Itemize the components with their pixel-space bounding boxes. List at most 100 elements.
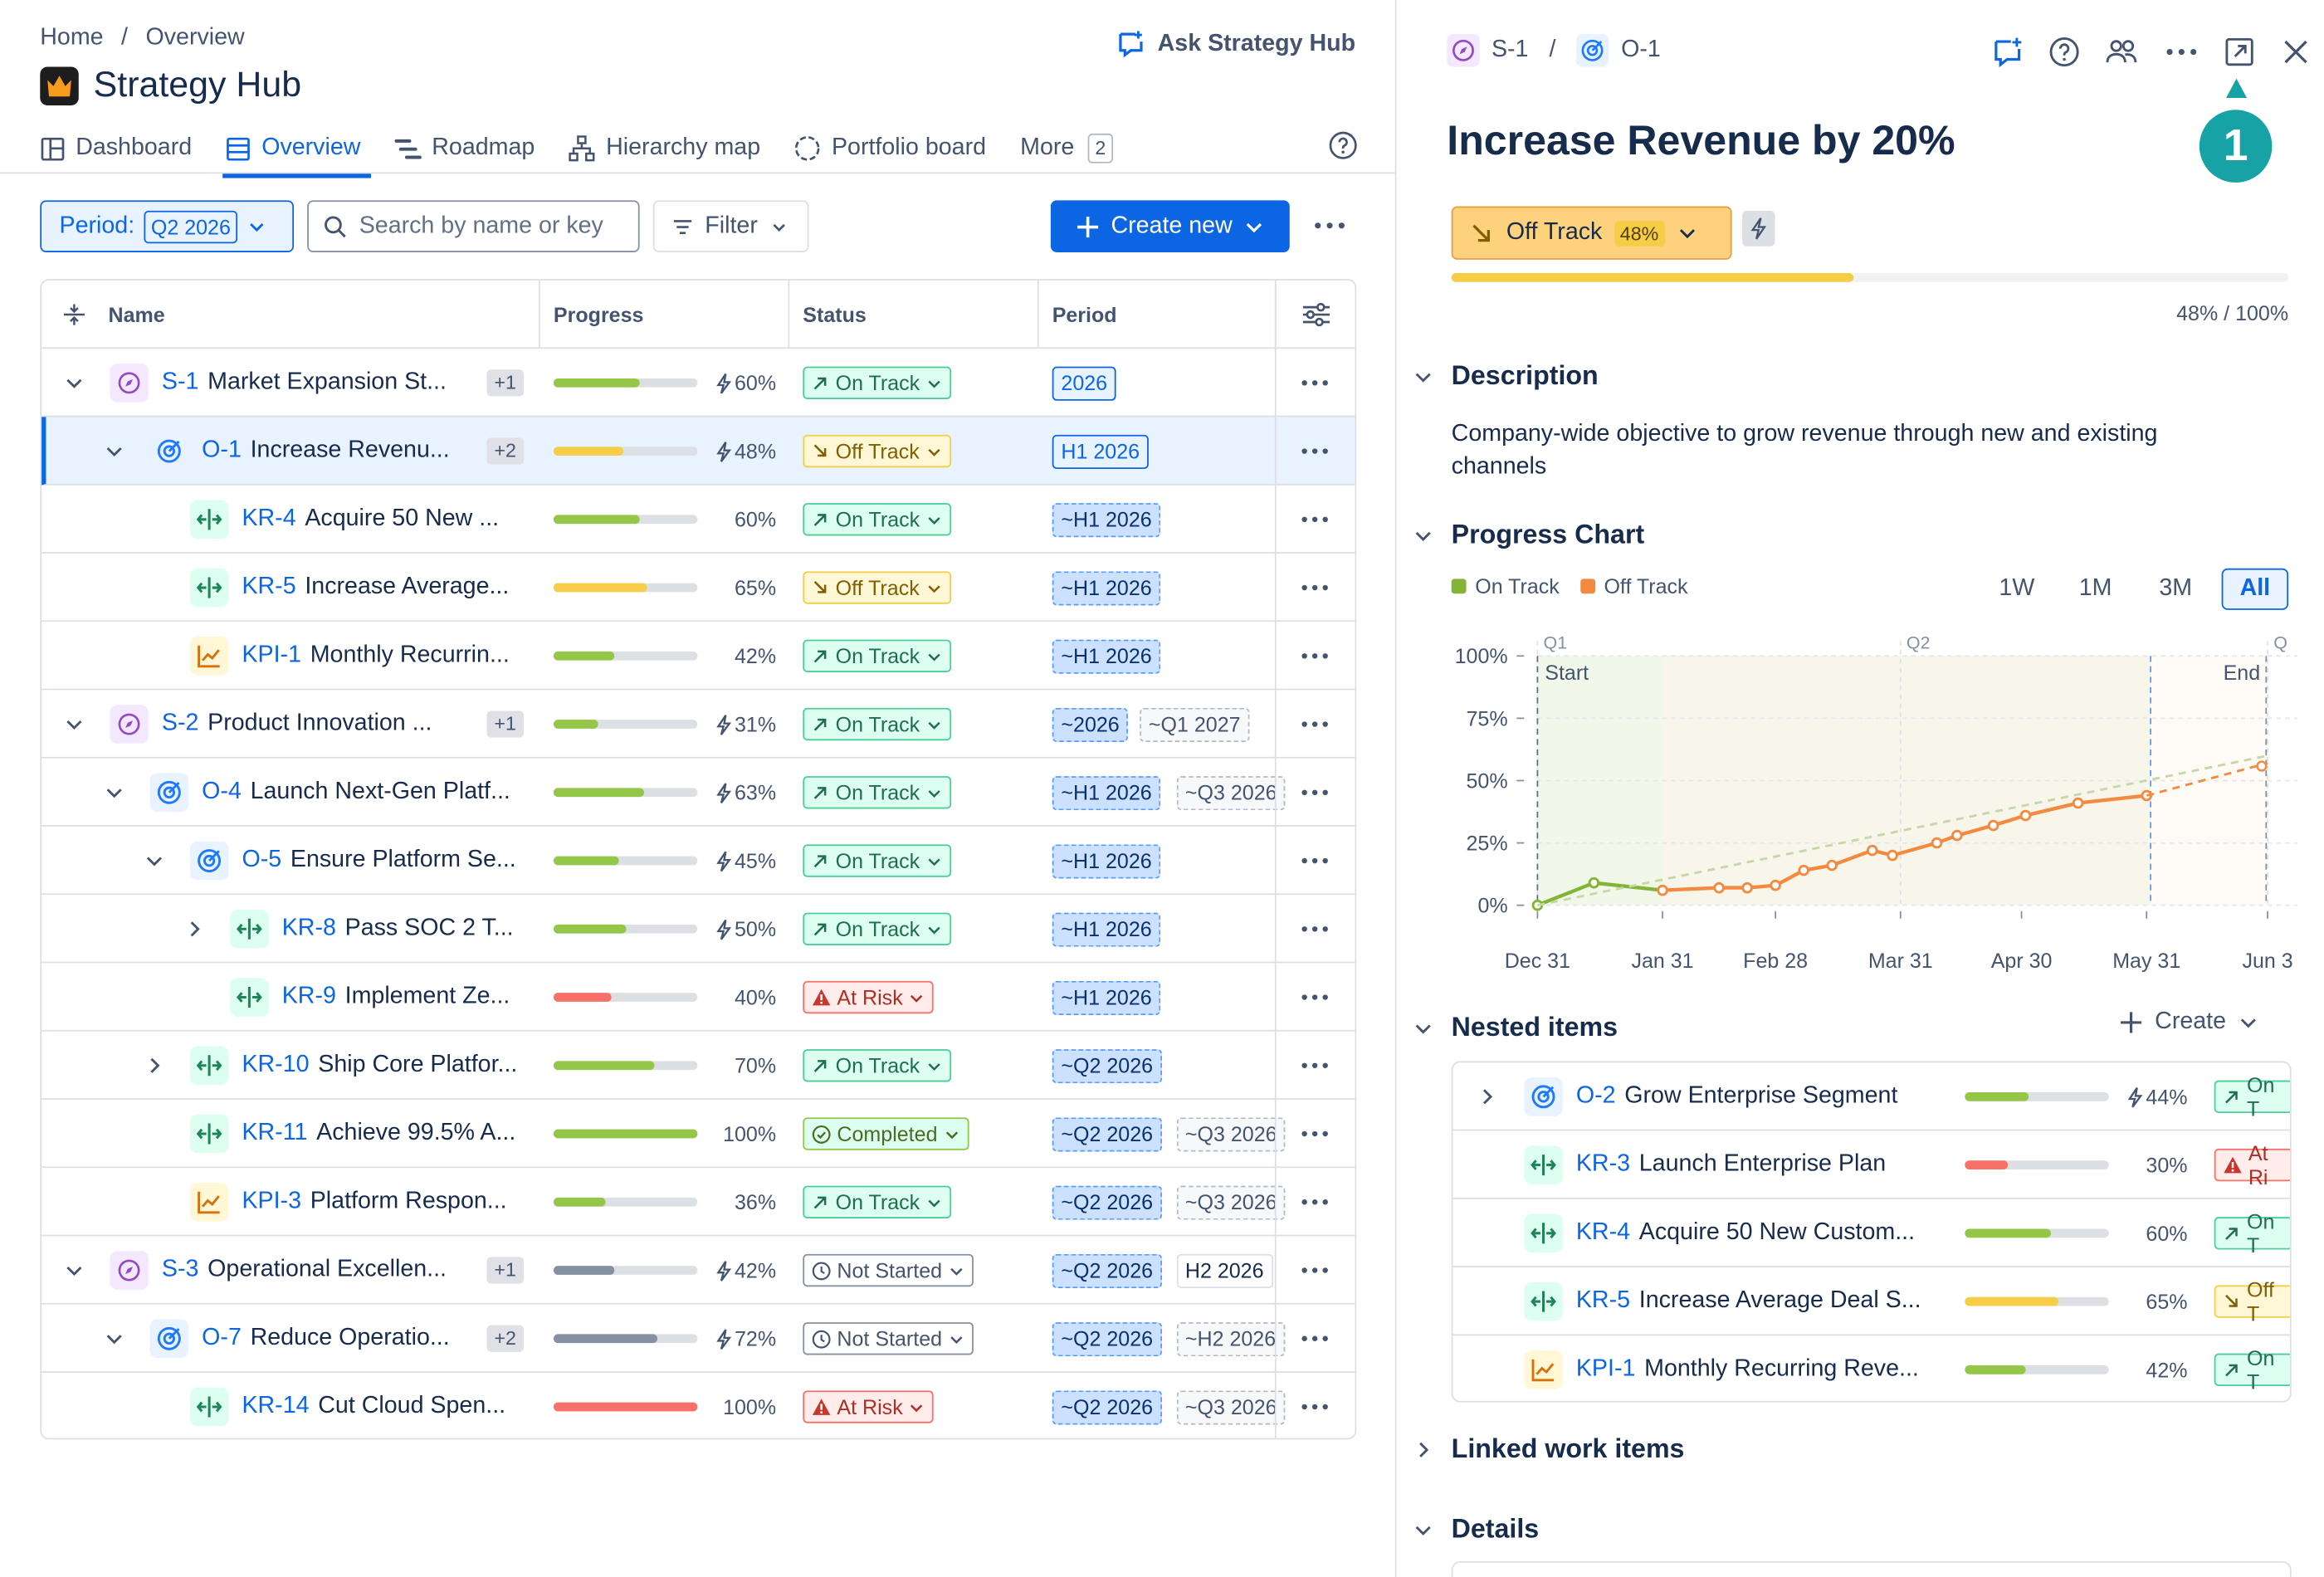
row-more-icon[interactable] <box>1300 646 1330 666</box>
status-lozenge[interactable]: On Track <box>803 366 951 399</box>
automation-bolt-icon[interactable] <box>1742 210 1775 247</box>
status-lozenge[interactable]: On Track <box>803 844 951 877</box>
period-chip[interactable]: ~H1 2026 <box>1052 639 1161 674</box>
row-title[interactable]: Monthly Recurrin... <box>310 642 510 668</box>
row-name[interactable]: KR-5 Increase Average... <box>189 554 510 622</box>
period-chip[interactable]: ~Q1 2027 <box>1140 707 1250 742</box>
column-header-progress[interactable]: Progress <box>553 302 644 327</box>
nested-key[interactable]: KR-5 <box>1575 1287 1631 1314</box>
row-title[interactable]: Increase Average... <box>305 574 510 600</box>
nested-title[interactable]: Monthly Recurring Reve... <box>1644 1356 1919 1382</box>
row-title[interactable]: Implement Ze... <box>344 984 510 1009</box>
column-header-status[interactable]: Status <box>803 302 867 327</box>
nested-row[interactable]: KR-3 Launch Enterprise Plan 30% At Ri <box>1452 1130 2290 1199</box>
nested-key[interactable]: KPI-1 <box>1575 1356 1636 1382</box>
table-row[interactable]: KR-11 Achieve 99.5% A... 100% Completed ~Q2 … <box>42 1100 1355 1169</box>
row-name[interactable]: KR-11 Achieve 99.5% A... <box>189 1100 515 1168</box>
row-key[interactable]: S-2 <box>161 710 199 736</box>
row-more-icon[interactable] <box>1300 1397 1330 1418</box>
status-lozenge[interactable]: On Track <box>803 1049 951 1082</box>
row-key[interactable]: O-4 <box>202 779 242 805</box>
related-count-badge[interactable]: +1 <box>486 1257 524 1284</box>
row-key[interactable]: S-1 <box>161 369 199 395</box>
row-more-icon[interactable] <box>1300 1328 1330 1349</box>
row-name[interactable]: KR-9 Implement Ze... <box>230 963 510 1031</box>
period-chip[interactable]: ~Q2 2026 <box>1052 1253 1162 1288</box>
range-button-all[interactable]: All <box>2221 568 2289 610</box>
row-title[interactable]: Ship Core Platfor... <box>318 1052 518 1078</box>
range-button-1w[interactable]: 1W <box>1999 575 2035 602</box>
period-chip[interactable]: ~Q2 2026 <box>1052 1390 1162 1425</box>
row-name[interactable]: S-1 Market Expansion St... <box>110 349 447 417</box>
tab-dashboard[interactable]: Dashboard <box>40 128 208 169</box>
status-lozenge[interactable]: On T <box>2214 1073 2290 1120</box>
row-title[interactable]: Cut Cloud Spen... <box>318 1393 506 1419</box>
status-lozenge[interactable]: At Ri <box>2214 1141 2290 1189</box>
nested-key[interactable]: KR-4 <box>1575 1219 1631 1246</box>
column-header-period[interactable]: Period <box>1052 302 1117 327</box>
row-title[interactable]: Market Expansion St... <box>208 369 447 395</box>
related-count-badge[interactable]: +2 <box>486 1325 524 1352</box>
description-section-toggle[interactable]: Description <box>1413 360 1599 392</box>
period-selector[interactable]: Period: Q2 2026 <box>40 200 295 252</box>
row-title[interactable]: Pass SOC 2 T... <box>344 915 514 941</box>
row-key[interactable]: KR-9 <box>281 984 336 1009</box>
status-lozenge[interactable]: Completed <box>803 1117 969 1150</box>
row-key[interactable]: KR-8 <box>281 915 336 941</box>
column-settings-icon[interactable] <box>1301 281 1331 349</box>
panel-crumb-parent[interactable]: S-1 <box>1491 37 1529 63</box>
table-row[interactable]: KR-14 Cut Cloud Spen... 100% At Risk ~Q2 202… <box>42 1373 1355 1438</box>
related-count-badge[interactable]: +1 <box>486 369 524 397</box>
period-chip[interactable]: H1 2026 <box>1052 434 1149 470</box>
more-actions-icon[interactable] <box>2164 36 2200 68</box>
nested-name[interactable]: KPI-1 Monthly Recurring Reve... <box>1524 1335 1919 1401</box>
table-row[interactable]: KR-10 Ship Core Platfor... 70% On Track ~Q2 … <box>42 1032 1355 1100</box>
row-name[interactable]: S-2 Product Innovation ... <box>110 690 432 758</box>
related-count-badge[interactable]: +2 <box>486 437 524 465</box>
breadcrumb-current[interactable]: Overview <box>145 25 245 51</box>
chevron-right-icon[interactable] <box>1477 1062 1497 1130</box>
filter-button[interactable]: Filter <box>652 200 809 252</box>
status-lozenge[interactable]: On Track <box>803 912 951 945</box>
panel-title[interactable]: Increase Revenue by 20% <box>1447 117 1955 164</box>
nested-name[interactable]: KR-3 Launch Enterprise Plan <box>1524 1130 1886 1199</box>
status-lozenge[interactable]: On Track <box>803 1185 951 1218</box>
row-title[interactable]: Ensure Platform Se... <box>290 847 516 873</box>
nested-key[interactable]: KR-3 <box>1575 1151 1631 1177</box>
description-text[interactable]: Company-wide objective to grow revenue t… <box>1451 421 2158 480</box>
status-lozenge[interactable]: On T <box>2214 1209 2290 1257</box>
create-new-button[interactable]: Create new <box>1050 200 1290 252</box>
table-row[interactable]: O-1 Increase Revenu... +2 48% Off Track H1 20… <box>42 417 1355 486</box>
ai-chat-icon[interactable] <box>1991 36 2024 68</box>
range-button-3m[interactable]: 3M <box>2159 575 2193 602</box>
status-lozenge[interactable]: On T <box>2214 1346 2290 1394</box>
help-icon[interactable] <box>2048 36 2080 68</box>
period-chip[interactable]: ~H1 2026 <box>1052 571 1161 606</box>
table-row[interactable]: KPI-1 Monthly Recurrin... 42% On Track ~H1 2… <box>42 622 1355 691</box>
row-name[interactable]: KR-14 Cut Cloud Spen... <box>189 1373 506 1438</box>
row-name[interactable]: O-7 Reduce Operatio... <box>149 1305 450 1373</box>
panel-crumb-current[interactable]: O-1 <box>1621 37 1661 63</box>
close-icon[interactable] <box>2279 36 2312 68</box>
period-chip[interactable]: ~Q3 2026 <box>1176 776 1286 811</box>
row-more-icon[interactable] <box>1300 714 1330 735</box>
range-button-1m[interactable]: 1M <box>2078 575 2112 602</box>
search-input[interactable]: Search by name or key <box>307 200 640 252</box>
row-more-icon[interactable] <box>1300 782 1330 803</box>
row-key[interactable]: KR-5 <box>242 574 296 600</box>
table-row[interactable]: S-3 Operational Excellen... +1 42% Not Start… <box>42 1236 1355 1305</box>
nested-name[interactable]: KR-5 Increase Average Deal S... <box>1524 1267 1921 1335</box>
row-key[interactable]: KPI-1 <box>242 642 301 668</box>
row-name[interactable]: S-3 Operational Excellen... <box>110 1236 447 1304</box>
status-lozenge[interactable]: On Track <box>803 503 951 536</box>
row-key[interactable]: S-3 <box>161 1257 199 1282</box>
status-lozenge[interactable]: On Track <box>803 639 951 672</box>
period-chip[interactable]: ~Q2 2026 <box>1052 1117 1162 1152</box>
tab-roadmap[interactable]: Roadmap <box>394 128 551 169</box>
row-more-icon[interactable] <box>1300 1124 1330 1145</box>
row-title[interactable]: Platform Respon... <box>310 1189 507 1214</box>
period-chip[interactable]: ~Q2 2026 <box>1052 1185 1162 1220</box>
nested-row[interactable]: KPI-1 Monthly Recurring Reve... 42% On T <box>1452 1335 2290 1401</box>
table-row[interactable]: KR-4 Acquire 50 New ... 60% On Track ~H1 202… <box>42 486 1355 554</box>
nested-key[interactable]: O-2 <box>1575 1083 1616 1109</box>
